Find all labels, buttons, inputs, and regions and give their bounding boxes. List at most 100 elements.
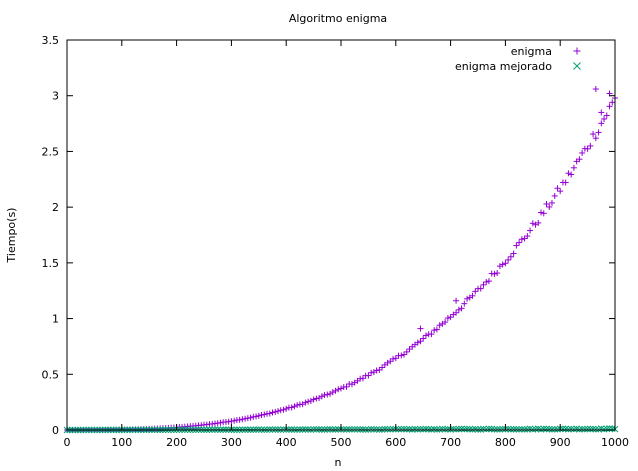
enigma-point xyxy=(324,391,331,398)
enigma-point xyxy=(464,295,471,302)
enigma-mejorado-point xyxy=(310,425,317,433)
enigma-point xyxy=(299,401,306,408)
enigma-point xyxy=(307,397,314,404)
y-tick-label: 0.5 xyxy=(42,368,60,381)
y-tick-label: 3 xyxy=(52,90,59,103)
enigma-mejorado-point xyxy=(458,425,465,433)
enigma-mejorado-point xyxy=(400,425,408,433)
legend-marker-enigma xyxy=(573,47,581,55)
enigma-outlier-point xyxy=(592,86,599,93)
enigma-mejorado-point xyxy=(436,426,443,433)
enigma-mejorado-point xyxy=(565,425,572,433)
y-tick-label: 1.5 xyxy=(42,257,60,270)
enigma-point xyxy=(499,261,506,268)
enigma-point xyxy=(568,171,575,178)
enigma-mejorado-point xyxy=(570,425,578,433)
chart-title: Algoritmo enigma xyxy=(289,12,387,25)
enigma-point xyxy=(609,99,616,106)
enigma-mejorado-point xyxy=(581,425,589,433)
enigma-mejorado-point xyxy=(584,425,591,433)
enigma-mejorado-point xyxy=(529,425,537,433)
legend-marker-enigma-mejorado xyxy=(573,62,581,70)
legend-label-enigma-mejorado: enigma mejorado xyxy=(455,60,552,73)
enigma-point xyxy=(288,404,295,411)
enigma-mejorado-point xyxy=(351,425,359,433)
enigma-point xyxy=(217,419,224,426)
enigma-point xyxy=(584,145,591,152)
enigma-mejorado-point xyxy=(334,425,342,433)
enigma-point xyxy=(485,278,492,285)
enigma-mejorado-point xyxy=(389,425,397,433)
enigma-point xyxy=(420,335,427,342)
enigma-mejorado-point xyxy=(433,426,441,433)
enigma-mejorado-point xyxy=(439,425,446,433)
enigma-point xyxy=(570,164,577,171)
enigma-mejorado-point xyxy=(543,425,550,433)
enigma-mejorado-point xyxy=(441,425,449,433)
enigma-point xyxy=(247,414,254,421)
enigma-mejorado-point xyxy=(397,425,405,433)
enigma-point xyxy=(266,410,273,417)
enigma-mejorado-point xyxy=(496,426,504,433)
enigma-mejorado-point xyxy=(425,425,433,433)
enigma-point xyxy=(403,348,410,355)
x-tick-label: 700 xyxy=(440,436,461,449)
enigma-mejorado-point xyxy=(332,426,339,433)
y-tick-label: 2 xyxy=(52,201,59,214)
enigma-mejorado-point xyxy=(343,425,350,433)
enigma-point xyxy=(428,331,435,338)
enigma-mejorado-point xyxy=(537,426,545,433)
x-axis-label: n xyxy=(335,456,342,469)
enigma-point xyxy=(417,338,424,345)
enigma-mejorado-point xyxy=(482,425,490,433)
enigma-mejorado-point xyxy=(471,425,479,433)
enigma-point xyxy=(338,385,344,392)
enigma-mejorado-point xyxy=(323,426,331,433)
enigma-point xyxy=(318,393,325,400)
enigma-mejorado-point xyxy=(411,425,419,433)
enigma-point xyxy=(554,185,561,192)
enigma-point xyxy=(433,326,440,333)
enigma-mejorado-point xyxy=(406,425,413,433)
enigma-mejorado-point xyxy=(354,425,361,433)
enigma-point xyxy=(302,399,309,406)
enigma-point xyxy=(332,387,339,394)
enigma-mejorado-point xyxy=(419,425,427,433)
x-tick-label: 0 xyxy=(64,436,71,449)
enigma-mejorado-point xyxy=(326,425,334,433)
enigma-point xyxy=(458,305,465,312)
enigma-point xyxy=(538,209,545,216)
enigma-mejorado-point xyxy=(521,426,528,433)
enigma-point xyxy=(453,309,460,316)
enigma-mejorado-point xyxy=(430,425,438,433)
enigma-point xyxy=(291,403,298,410)
enigma-point xyxy=(365,372,372,379)
enigma-mejorado-point xyxy=(463,425,471,433)
enigma-mejorado-point xyxy=(370,426,378,433)
enigma-mejorado-point xyxy=(540,425,548,433)
x-tick-label: 500 xyxy=(331,436,352,449)
enigma-point xyxy=(313,395,320,402)
enigma-point xyxy=(546,203,553,210)
enigma-mejorado-point xyxy=(386,425,394,433)
enigma-mejorado-point xyxy=(515,426,523,433)
enigma-mejorado-point xyxy=(449,425,457,433)
x-tick-label: 300 xyxy=(221,436,242,449)
enigma-mejorado-point xyxy=(545,425,553,433)
y-tick-label: 2.5 xyxy=(42,145,60,158)
y-tick-label: 1 xyxy=(52,313,59,326)
enigma-point xyxy=(505,256,512,263)
enigma-mejorado-point xyxy=(551,425,559,433)
enigma-mejorado-point xyxy=(562,425,570,433)
x-tick-label: 900 xyxy=(550,436,571,449)
y-tick-label: 0 xyxy=(52,424,59,437)
enigma-point xyxy=(392,355,399,362)
enigma-mejorado-point xyxy=(315,426,323,433)
enigma-mejorado-point xyxy=(345,426,353,433)
enigma-mejorado-point xyxy=(302,426,309,433)
enigma-point xyxy=(261,411,268,418)
enigma-point xyxy=(335,386,342,393)
enigma-point xyxy=(269,409,276,416)
enigma-mejorado-point xyxy=(578,425,586,433)
enigma-point xyxy=(540,210,547,217)
